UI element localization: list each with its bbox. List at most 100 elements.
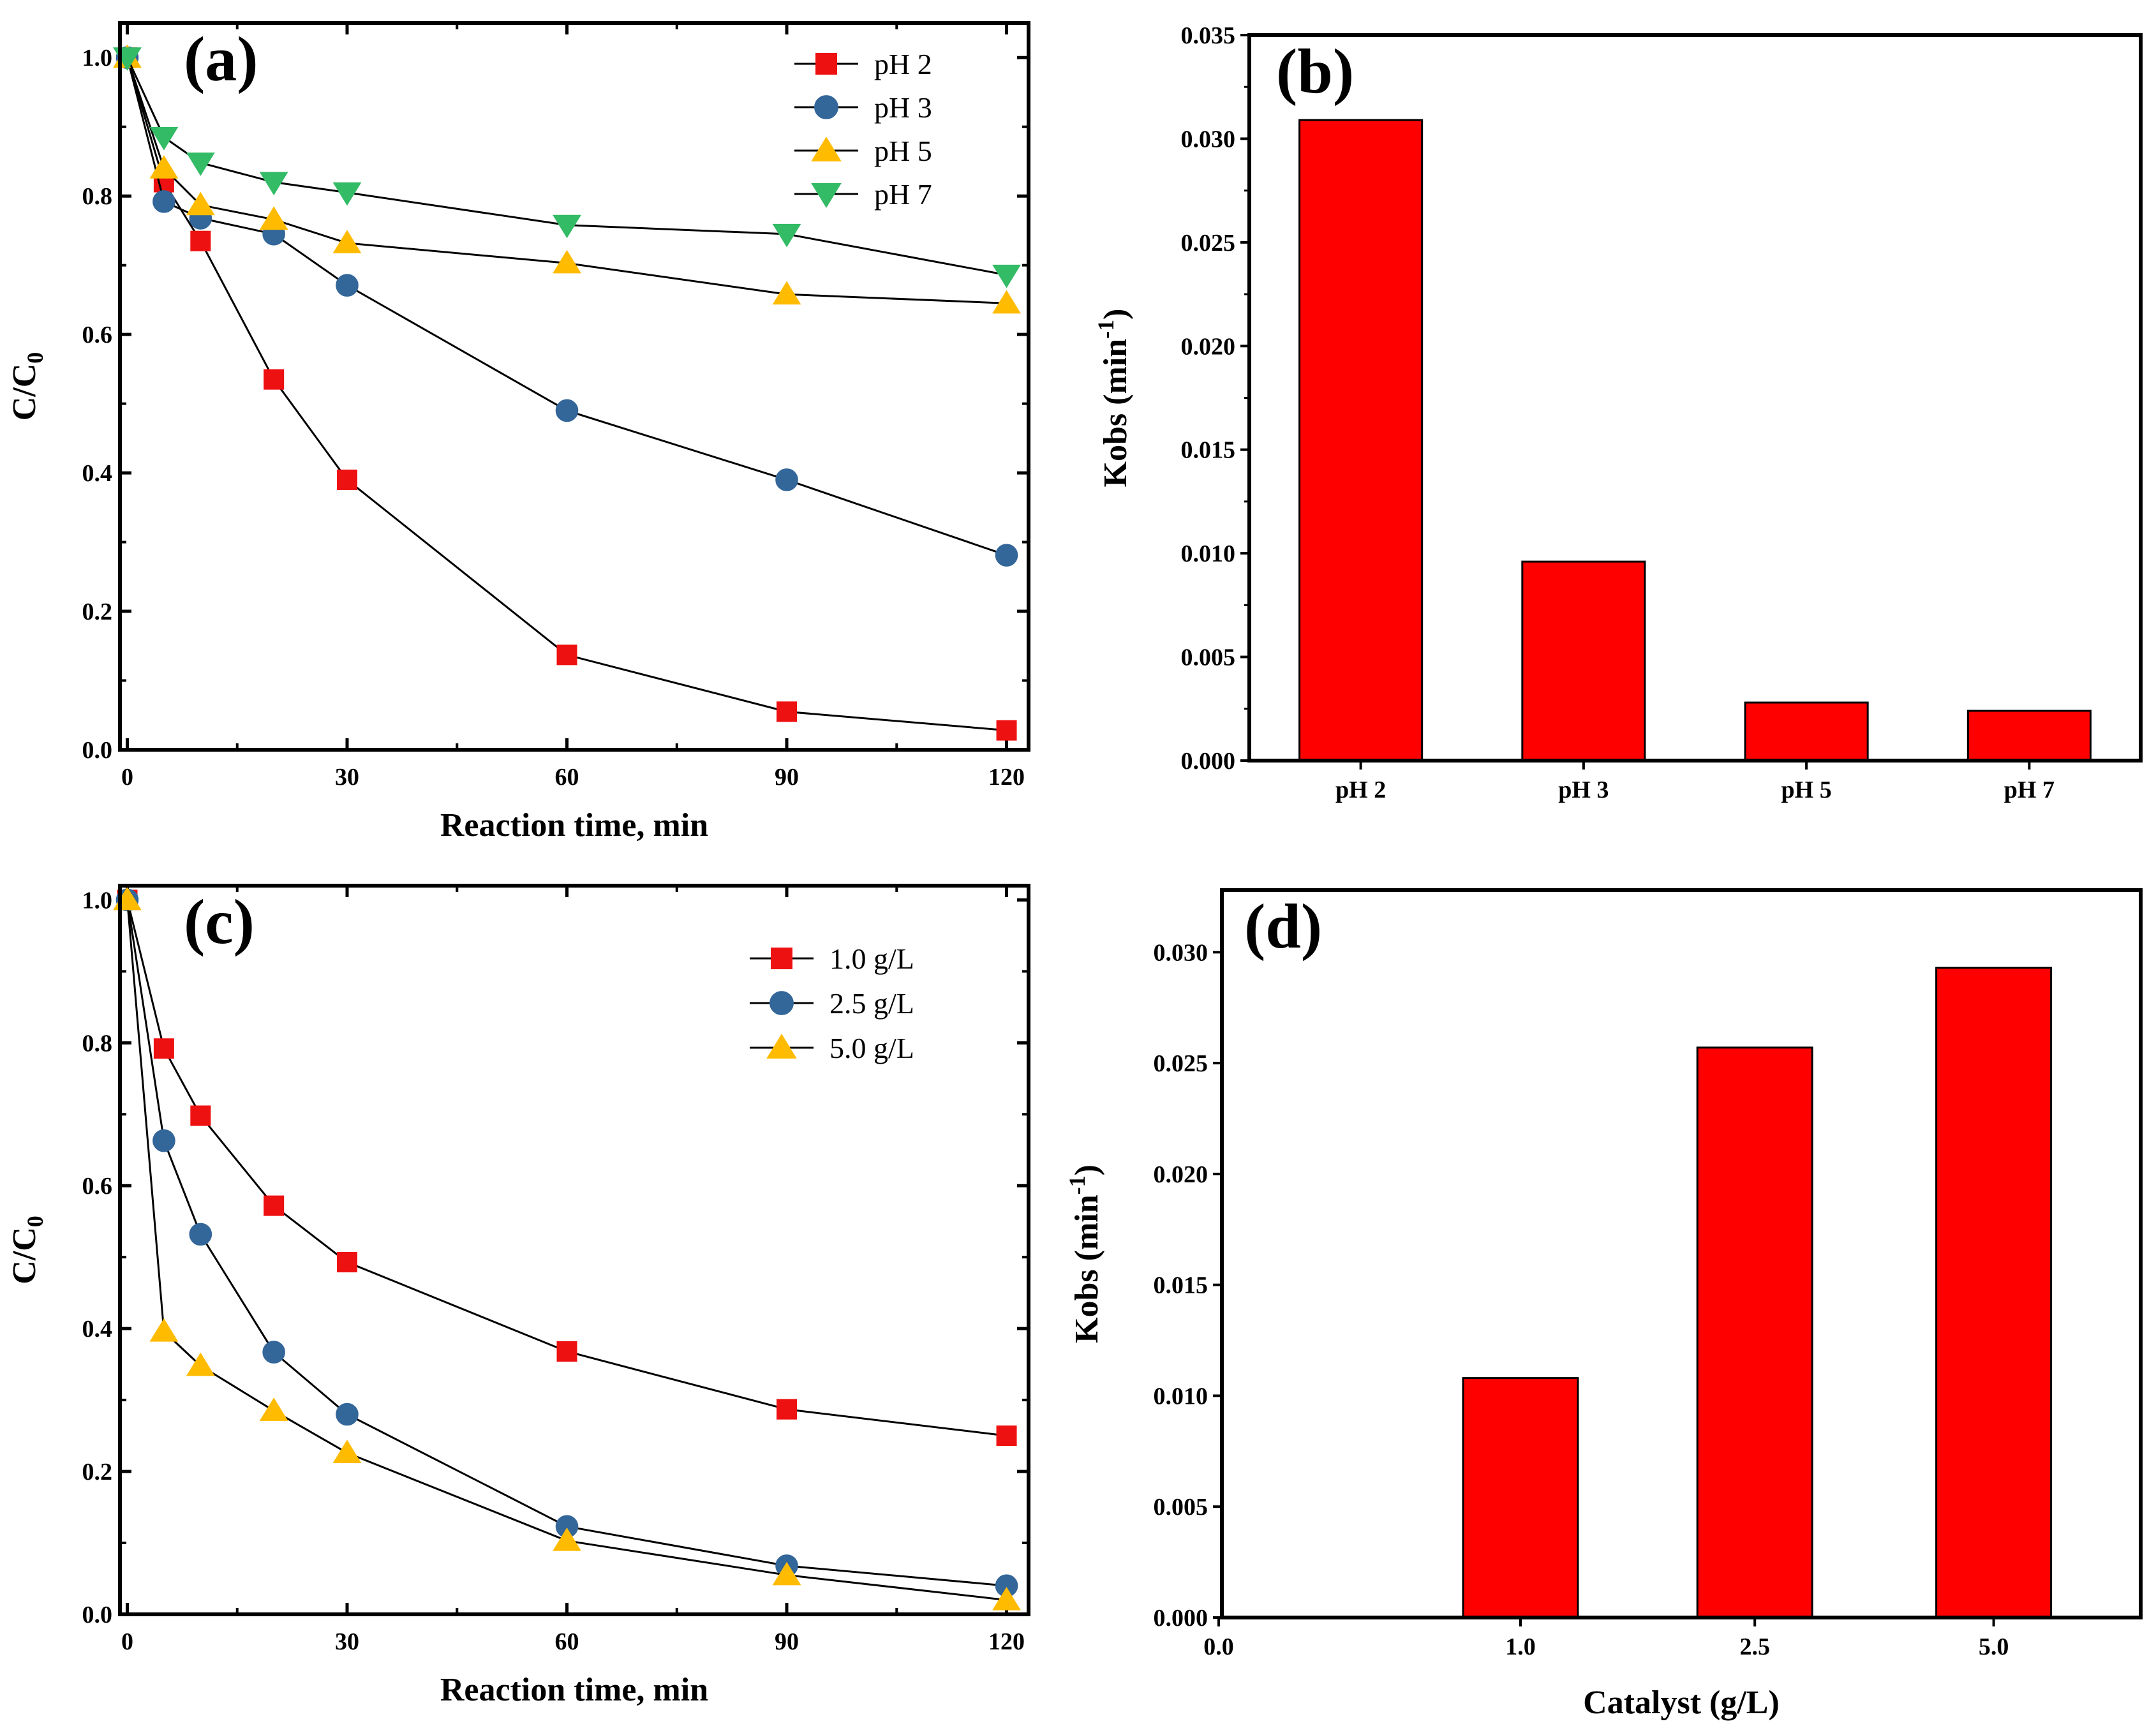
y-tick-label: 0.0 (82, 737, 113, 764)
x-tick-label: pH 2 (1335, 777, 1386, 803)
y-tick-label: 0.6 (82, 322, 113, 348)
panel-a: 0.0 0.2 0.4 0.6 0.8 1.0 0 30 60 90 120 pH 2 pH 3 pH 5… (6, 21, 1030, 844)
series-5.0-gL (113, 886, 1021, 1611)
legend-marker (769, 991, 794, 1015)
series-line (126, 900, 1007, 1437)
panel-label: (a) (184, 24, 258, 94)
panel-label: (c) (184, 886, 255, 957)
y-axis-title-main: Kobs (min (1097, 339, 1134, 487)
y-tick-label: 1.0 (82, 45, 113, 71)
x-axis-title: Catalyst (g/L) (1583, 1685, 1780, 1721)
x-tick-label: 0.0 (1203, 1633, 1234, 1660)
x-tick-label: pH 7 (2004, 777, 2055, 803)
legend-marker (811, 137, 842, 161)
y-tick-label: 0.8 (82, 1030, 113, 1057)
panel-b: 0.000 0.005 0.010 0.015 0.020 0.025 0.030 0.035… (1093, 22, 2143, 803)
x-tick-label: 90 (775, 764, 799, 791)
series-pH-3 (115, 46, 1018, 567)
x-tick-label: pH 3 (1558, 777, 1609, 803)
y-tick-label: 0.030 (1154, 939, 1208, 966)
y-tick-label: 0.2 (82, 1459, 113, 1485)
panel-label: (b) (1276, 36, 1354, 107)
plot-frame (118, 21, 1030, 752)
legend-marker (814, 95, 838, 119)
y-axis-title-superscript: -1 (1064, 1175, 1090, 1194)
series-pH-5 (113, 44, 1021, 314)
y-tick-label: 0.0 (82, 1602, 113, 1628)
series-line (126, 57, 1007, 276)
y-tick-label: 0.015 (1181, 437, 1236, 464)
y-axis-title: Kobs (min-1) (1093, 309, 1134, 487)
x-tick-label: 90 (775, 1628, 799, 1655)
data-point (259, 172, 288, 196)
y-tick-label: 0.010 (1181, 540, 1236, 567)
data-point (555, 399, 579, 422)
data-point (262, 1341, 285, 1364)
data-point (336, 274, 359, 297)
x-tick-label: 5.0 (1979, 1633, 2009, 1660)
bar-2-5-gL (1696, 1046, 1813, 1619)
data-point (332, 1440, 362, 1463)
y-axis-title-main: Kobs (min (1069, 1194, 1105, 1343)
data-point (186, 1352, 215, 1376)
data-point (337, 469, 357, 490)
data-point (996, 720, 1017, 741)
legend-label: pH 7 (874, 178, 932, 211)
data-point (189, 1223, 212, 1246)
legend-label: 5.0 g/L (829, 1032, 914, 1064)
legend: pH 2 pH 3 pH 5 pH 7 (794, 48, 932, 211)
plot-frame (1247, 33, 2143, 763)
bar-pH-2 (1298, 119, 1424, 762)
y-tick-label: 0.030 (1181, 126, 1236, 153)
bar-pH-7 (1966, 710, 2092, 762)
x-tick-label: 30 (335, 1628, 359, 1655)
x-tick-label: 0 (121, 764, 133, 791)
data-point (995, 544, 1018, 567)
y-tick-label: 0.005 (1154, 1494, 1208, 1521)
data-point (259, 1397, 288, 1421)
data-point (264, 369, 285, 390)
data-point (190, 230, 211, 251)
y-tick-label: 0.000 (1181, 748, 1236, 775)
data-point (152, 1129, 175, 1152)
x-tick-label: 120 (988, 1628, 1025, 1655)
y-tick-label: 0.025 (1181, 230, 1236, 257)
data-point (153, 1038, 174, 1059)
y-tick-label: 0.4 (82, 460, 113, 487)
y-tick-label: 0.020 (1154, 1161, 1208, 1188)
data-point (149, 126, 179, 151)
y-axis-title-end: ) (1097, 309, 1134, 320)
panel-d: 0.000 0.005 0.010 0.015 0.020 0.025 0.030 0.0 1.… (1064, 888, 2143, 1721)
data-point (556, 644, 577, 666)
y-axis-title: Kobs (min-1) (1064, 1164, 1105, 1343)
series-line (126, 900, 1007, 1587)
y-tick-label: 0.000 (1154, 1605, 1208, 1632)
legend-label: pH 3 (874, 91, 932, 124)
y-tick-label: 0.8 (82, 183, 113, 210)
data-point (190, 1105, 211, 1126)
legend-marker (815, 53, 837, 75)
series-line (126, 57, 1007, 556)
y-axis-title-main: C/C (6, 364, 43, 421)
y-tick-label: 0.005 (1181, 644, 1236, 671)
legend-label: 2.5 g/L (829, 987, 914, 1020)
legend-marker (766, 1034, 797, 1059)
legend: 1.0 g/L 2.5 g/L 5.0 g/L (750, 942, 914, 1064)
x-axis-title: Reaction time, min (440, 807, 708, 844)
data-point (992, 1586, 1021, 1611)
y-tick-label: 0.2 (82, 599, 113, 625)
plot-frame (118, 884, 1030, 1616)
data-point (775, 468, 798, 491)
data-point (772, 223, 801, 248)
y-tick-label: 0.020 (1181, 333, 1236, 360)
data-point (264, 1195, 285, 1216)
y-tick-label: 0.4 (82, 1316, 113, 1343)
y-axis-title-subscript: 0 (22, 352, 48, 364)
y-axis-title-subscript: 0 (22, 1216, 48, 1227)
y-axis-title-end: ) (1069, 1164, 1105, 1175)
data-point (332, 182, 362, 206)
y-axis-title-superscript: -1 (1093, 320, 1119, 339)
y-axis-title: C/C0 (6, 352, 48, 421)
x-tick-label: 60 (555, 764, 579, 791)
